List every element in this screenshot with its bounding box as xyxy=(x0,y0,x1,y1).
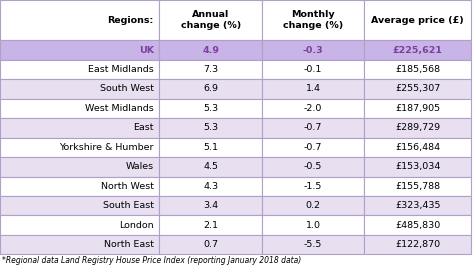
Bar xyxy=(0,215,159,235)
Text: 3.4: 3.4 xyxy=(203,201,218,210)
Bar xyxy=(262,99,364,118)
Text: £485,830: £485,830 xyxy=(395,221,440,230)
Bar xyxy=(159,215,262,235)
Text: North East: North East xyxy=(104,240,154,249)
Text: -0.7: -0.7 xyxy=(304,143,322,152)
Text: Annual
change (%): Annual change (%) xyxy=(180,11,241,30)
Bar xyxy=(262,118,364,138)
Bar xyxy=(262,0,364,40)
Text: Yorkshire & Humber: Yorkshire & Humber xyxy=(59,143,154,152)
Text: 5.3: 5.3 xyxy=(203,104,218,113)
Bar xyxy=(364,157,471,177)
Text: 5.1: 5.1 xyxy=(203,143,218,152)
Text: 6.9: 6.9 xyxy=(203,85,218,93)
Text: 4.9: 4.9 xyxy=(202,46,219,54)
Bar xyxy=(364,40,471,60)
Text: 2.1: 2.1 xyxy=(203,221,218,230)
Text: London: London xyxy=(119,221,154,230)
Bar xyxy=(364,60,471,79)
Text: 0.7: 0.7 xyxy=(203,240,218,249)
Text: -0.3: -0.3 xyxy=(303,46,323,54)
Bar xyxy=(364,138,471,157)
Bar xyxy=(364,215,471,235)
Bar xyxy=(262,215,364,235)
Bar xyxy=(364,0,471,40)
Text: -5.5: -5.5 xyxy=(304,240,322,249)
Bar xyxy=(0,60,159,79)
Text: 0.2: 0.2 xyxy=(306,201,320,210)
Text: £122,870: £122,870 xyxy=(395,240,440,249)
Text: 4.5: 4.5 xyxy=(203,162,218,171)
Bar xyxy=(159,40,262,60)
Bar xyxy=(262,235,364,254)
Bar xyxy=(262,40,364,60)
Text: East: East xyxy=(133,123,154,132)
Bar xyxy=(0,99,159,118)
Text: East Midlands: East Midlands xyxy=(88,65,154,74)
Bar xyxy=(364,196,471,215)
Bar xyxy=(0,235,159,254)
Text: -2.0: -2.0 xyxy=(304,104,322,113)
Text: North West: North West xyxy=(101,182,154,191)
Text: £153,034: £153,034 xyxy=(395,162,440,171)
Text: £185,568: £185,568 xyxy=(395,65,440,74)
Bar xyxy=(159,118,262,138)
Text: Average price (£): Average price (£) xyxy=(371,16,464,25)
Bar xyxy=(262,60,364,79)
Text: -0.1: -0.1 xyxy=(304,65,322,74)
Bar xyxy=(364,79,471,99)
Text: South West: South West xyxy=(100,85,154,93)
Bar xyxy=(262,79,364,99)
Text: West Midlands: West Midlands xyxy=(85,104,154,113)
Bar xyxy=(0,79,159,99)
Text: 7.3: 7.3 xyxy=(203,65,218,74)
Text: *Regional data Land Registry House Price Index (reporting January 2018 data): *Regional data Land Registry House Price… xyxy=(2,256,302,265)
Bar xyxy=(159,60,262,79)
Bar xyxy=(159,177,262,196)
Bar xyxy=(0,0,159,40)
Bar xyxy=(159,0,262,40)
Bar xyxy=(364,118,471,138)
Bar xyxy=(159,157,262,177)
Bar xyxy=(159,235,262,254)
Bar xyxy=(364,99,471,118)
Bar xyxy=(262,138,364,157)
Text: UK: UK xyxy=(139,46,154,54)
Text: 1.4: 1.4 xyxy=(306,85,320,93)
Text: £289,729: £289,729 xyxy=(395,123,440,132)
Bar xyxy=(0,138,159,157)
Text: 4.3: 4.3 xyxy=(203,182,218,191)
Text: 5.3: 5.3 xyxy=(203,123,218,132)
Text: -0.7: -0.7 xyxy=(304,123,322,132)
Text: South East: South East xyxy=(103,201,154,210)
Bar xyxy=(159,99,262,118)
Bar xyxy=(0,118,159,138)
Text: £255,307: £255,307 xyxy=(395,85,440,93)
Text: £187,905: £187,905 xyxy=(395,104,440,113)
Bar xyxy=(262,157,364,177)
Bar xyxy=(0,177,159,196)
Bar xyxy=(364,235,471,254)
Text: £156,484: £156,484 xyxy=(395,143,440,152)
Bar xyxy=(0,40,159,60)
Bar xyxy=(262,177,364,196)
Bar xyxy=(0,196,159,215)
Text: Wales: Wales xyxy=(126,162,154,171)
Bar xyxy=(0,157,159,177)
Text: -1.5: -1.5 xyxy=(304,182,322,191)
Bar xyxy=(159,196,262,215)
Bar xyxy=(262,196,364,215)
Bar xyxy=(364,177,471,196)
Text: -0.5: -0.5 xyxy=(304,162,322,171)
Text: £225,621: £225,621 xyxy=(393,46,443,54)
Text: £155,788: £155,788 xyxy=(395,182,440,191)
Text: Regions:: Regions: xyxy=(108,16,154,25)
Bar xyxy=(159,79,262,99)
Text: £323,435: £323,435 xyxy=(395,201,440,210)
Text: Monthly
change (%): Monthly change (%) xyxy=(283,11,343,30)
Text: 1.0: 1.0 xyxy=(306,221,320,230)
Bar xyxy=(159,138,262,157)
